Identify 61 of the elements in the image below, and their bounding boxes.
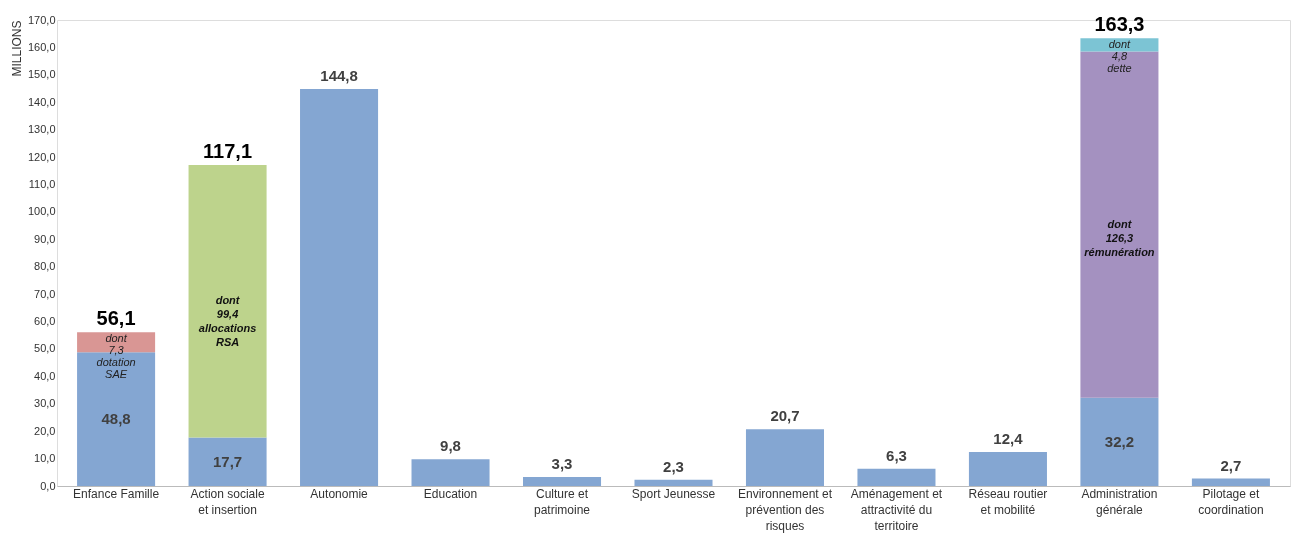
total-label: 163,3 xyxy=(1094,13,1145,36)
bar xyxy=(1080,51,1159,398)
data-label: dont 4,8 dette xyxy=(1107,38,1132,75)
bar xyxy=(411,459,490,486)
y-tick-label: 150,0 xyxy=(27,68,56,81)
x-tick-label: Administration générale xyxy=(1081,486,1158,517)
data-label: dont 99,4 allocations RSA xyxy=(198,294,257,349)
x-tick-label: Aménagement et attractivité du territoire xyxy=(850,486,943,533)
y-tick-label: 50,0 xyxy=(34,342,56,355)
y-axis-title: MILLIONS xyxy=(9,20,24,77)
y-tick-label: 80,0 xyxy=(34,260,56,273)
y-tick-label: 110,0 xyxy=(28,177,56,190)
bar xyxy=(857,468,936,486)
data-label: 2,3 xyxy=(663,457,684,475)
data-label: 20,7 xyxy=(770,407,800,425)
bar xyxy=(1080,397,1159,486)
y-tick-label: 160,0 xyxy=(27,40,56,53)
bar xyxy=(1191,478,1270,486)
bar xyxy=(188,165,267,438)
bar xyxy=(523,476,602,486)
data-label: dont 126,3 rémunération xyxy=(1084,217,1155,258)
data-label: 17,7 xyxy=(212,452,243,470)
data-label: 144,8 xyxy=(320,67,358,85)
data-label: 2,7 xyxy=(1220,456,1242,474)
y-tick-label: 120,0 xyxy=(27,150,56,163)
bar xyxy=(300,89,379,486)
y-tick-label: 170,0 xyxy=(27,13,56,26)
y-tick-label: 40,0 xyxy=(34,369,56,382)
y-tick-label: 20,0 xyxy=(34,424,56,437)
x-tick-label: Pilotage et coordination xyxy=(1198,486,1264,517)
y-tick-label: 140,0 xyxy=(27,95,56,108)
bar xyxy=(968,452,1047,486)
data-label: 3,3 xyxy=(551,454,573,472)
x-tick-label: Autonomie xyxy=(310,486,369,501)
bar xyxy=(745,429,824,486)
x-tick-label: Enfance Famille xyxy=(73,486,160,501)
y-tick-label: 10,0 xyxy=(34,452,56,465)
y-tick-label: 100,0 xyxy=(27,205,56,218)
data-label: 48,8 xyxy=(101,410,131,428)
y-tick-label: 30,0 xyxy=(34,397,56,410)
y-tick-label: 70,0 xyxy=(34,287,56,300)
y-tick-label: 0,0 xyxy=(40,479,56,492)
x-tick-label: Education xyxy=(423,486,478,501)
data-label: 12,4 xyxy=(993,430,1024,448)
y-tick-label: 130,0 xyxy=(27,123,56,136)
y-tick-label: 90,0 xyxy=(34,232,56,245)
data-label: dont 7,3 dotation SAE xyxy=(96,332,136,381)
y-tick-label: 60,0 xyxy=(34,315,56,328)
x-tick-label: Sport Jeunesse xyxy=(631,486,716,501)
x-tick-label: Culture et patrimoine xyxy=(534,486,591,517)
bar xyxy=(1080,38,1159,52)
data-label: 32,2 xyxy=(1104,432,1135,450)
data-label: 6,3 xyxy=(886,446,907,464)
x-tick-label: Action sociale et insertion xyxy=(190,486,265,517)
bar xyxy=(634,479,713,486)
x-tick-label: Environnement et prévention des risques xyxy=(737,486,833,533)
bar xyxy=(188,437,267,486)
data-label: 9,8 xyxy=(440,437,461,455)
total-label: 117,1 xyxy=(203,140,253,163)
x-tick-label: Réseau routier et mobilité xyxy=(968,486,1048,517)
total-label: 56,1 xyxy=(96,307,136,330)
